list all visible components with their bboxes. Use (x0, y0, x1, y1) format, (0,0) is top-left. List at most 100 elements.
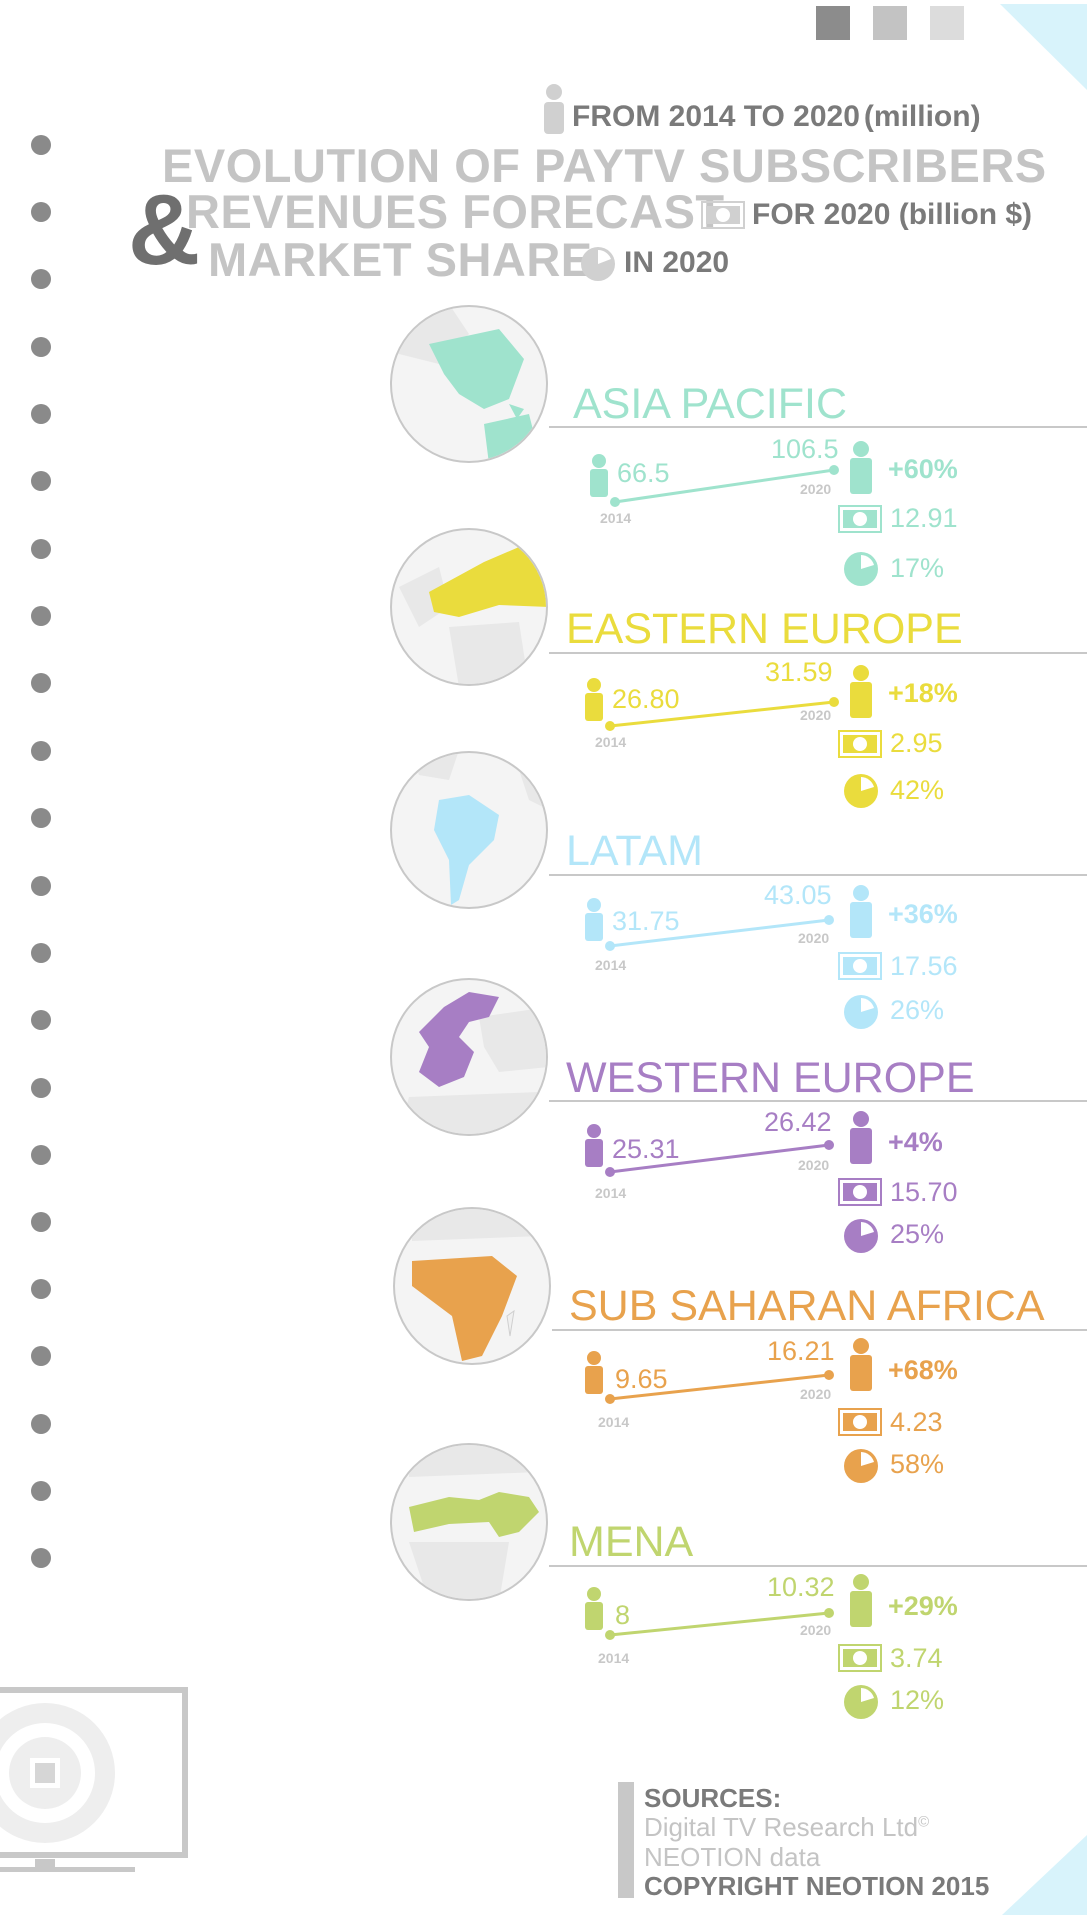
top-square-dark (816, 6, 850, 40)
year-2020: 2020 (800, 1386, 832, 1402)
market-share-value: 58% (890, 1449, 945, 1479)
source-digital-tv: Digital TV Research Ltd (644, 1812, 919, 1842)
year-2014: 2014 (598, 1414, 630, 1430)
value-2014: 25.31 (612, 1134, 680, 1164)
year-2014: 2014 (595, 734, 627, 750)
title-subscribers: EVOLUTION OF PAYTV SUBSCRIBERS (162, 139, 1047, 192)
year-2014: 2014 (595, 957, 627, 973)
money-icon (838, 1178, 882, 1206)
growth-percent: +18% (888, 678, 958, 708)
globe-western-europe (390, 978, 548, 1136)
year-2014: 2014 (598, 1650, 630, 1666)
region-name: ASIA PACIFIC (573, 380, 847, 428)
revenue-value: 15.70 (890, 1177, 958, 1207)
growth-percent: +68% (888, 1355, 958, 1385)
market-share-value: 42% (890, 775, 945, 805)
trend-line (585, 1111, 872, 1177)
market-share-value: 25% (890, 1219, 945, 1249)
title-market-share: MARKET SHARE (208, 233, 593, 286)
money-icon (838, 1408, 882, 1436)
year-2020: 2020 (798, 930, 830, 946)
market-share-value: 26% (890, 995, 945, 1025)
year-2020: 2020 (800, 1622, 832, 1638)
year-2020: 2020 (800, 481, 832, 497)
region-divider (549, 1565, 1087, 1567)
market-share-value: 17% (890, 553, 945, 583)
value-2020: 43.05 (764, 880, 832, 910)
title-revenues: REVENUES FORECAST (186, 185, 725, 238)
market-share-suffix: IN 2020 (624, 246, 730, 279)
trend-line (585, 1338, 872, 1404)
pie-icon (844, 995, 878, 1029)
value-2020: 16.21 (767, 1336, 835, 1366)
value-2020: 10.32 (767, 1572, 835, 1602)
growth-percent: +4% (888, 1127, 943, 1157)
region-divider (552, 1329, 1087, 1331)
globe-asia-pacific (390, 305, 548, 463)
globe-latam (390, 751, 548, 909)
copyright-notice: COPYRIGHT NEOTION 2015 (644, 1871, 990, 1901)
value-2020: 106.5 (771, 434, 839, 464)
pie-icon (844, 774, 878, 808)
region-name: WESTERN EUROPE (566, 1054, 975, 1102)
ampersand: & (128, 174, 201, 286)
trend-line (585, 665, 872, 731)
money-icon (838, 730, 882, 758)
value-2014: 66.5 (617, 458, 670, 488)
trend-line (585, 885, 872, 951)
pie-icon (844, 1685, 878, 1719)
region-divider (549, 874, 1087, 876)
copyright-mark: © (918, 1813, 930, 1831)
region-name: MENA (569, 1518, 694, 1566)
money-icon (701, 201, 745, 229)
value-2020: 26.42 (764, 1107, 832, 1137)
header-unit: (million) (863, 100, 981, 133)
globe-eastern-europe (390, 528, 548, 686)
region-name: EASTERN EUROPE (566, 605, 963, 653)
tv-icon (0, 1687, 188, 1872)
market-share-value: 12% (890, 1685, 945, 1715)
money-icon (838, 505, 882, 533)
region-divider (549, 652, 1087, 654)
money-icon (838, 952, 882, 980)
globe-mena (390, 1443, 548, 1601)
header-period: FROM 2014 TO 2020 (572, 100, 860, 133)
money-icon (838, 1644, 882, 1672)
revenue-value: 17.56 (890, 951, 958, 981)
year-2020: 2020 (800, 707, 832, 723)
corner-triangle-bottom (1002, 1835, 1087, 1915)
trend-line (590, 441, 872, 507)
top-square-light (930, 6, 964, 40)
sources-label: SOURCES: (644, 1783, 782, 1813)
growth-percent: +60% (888, 454, 958, 484)
top-square-mid (873, 6, 907, 40)
pie-icon (844, 1219, 878, 1253)
value-2014: 26.80 (612, 684, 680, 714)
region-divider (549, 426, 1087, 428)
source-line-1-wrap: Digital TV Research Ltd© (644, 1812, 929, 1843)
region-name: SUB SAHARAN AFRICA (569, 1282, 1045, 1330)
value-2020: 31.59 (765, 657, 833, 687)
revenues-suffix: FOR 2020 (billion $) (752, 198, 1033, 231)
growth-percent: +36% (888, 899, 958, 929)
revenue-value: 12.91 (890, 503, 958, 533)
revenue-value: 3.74 (890, 1643, 943, 1673)
value-2014: 9.65 (615, 1364, 668, 1394)
revenue-value: 4.23 (890, 1407, 943, 1437)
value-2014: 31.75 (612, 906, 680, 936)
year-2014: 2014 (600, 510, 632, 526)
value-2014: 8 (615, 1600, 631, 1630)
source-neotion: NEOTION data (644, 1842, 821, 1872)
globe-sub-saharan-africa (393, 1207, 551, 1365)
pie-icon (581, 247, 615, 281)
corner-triangle-top (1000, 4, 1087, 90)
year-2020: 2020 (798, 1157, 830, 1173)
sources-bar (618, 1782, 634, 1898)
region-divider (549, 1100, 1087, 1102)
pie-icon (844, 552, 878, 586)
trend-line (585, 1574, 872, 1640)
year-2014: 2014 (595, 1185, 627, 1201)
person-icon (544, 84, 564, 134)
region-name: LATAM (566, 827, 703, 875)
revenue-value: 2.95 (890, 728, 943, 758)
